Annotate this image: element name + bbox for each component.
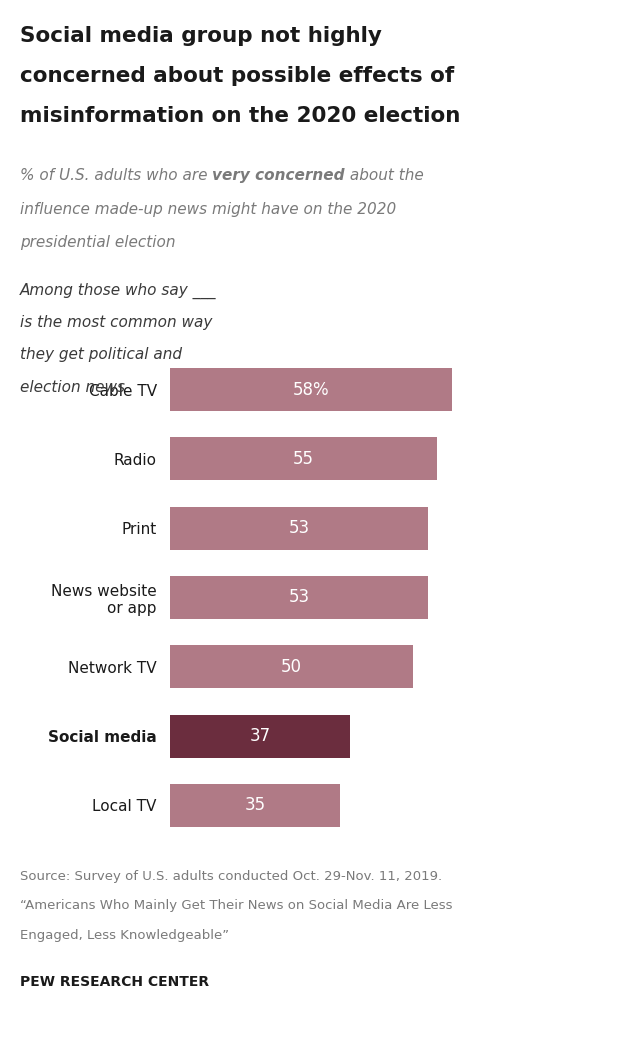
Bar [170, 368, 452, 411]
Bar [170, 783, 340, 826]
Text: misinformation on the 2020 election: misinformation on the 2020 election [20, 106, 461, 126]
Bar [170, 506, 428, 550]
Text: 53: 53 [288, 519, 309, 538]
Text: election news: election news [20, 380, 125, 394]
Bar [170, 437, 437, 480]
Text: PEW RESEARCH CENTER: PEW RESEARCH CENTER [20, 975, 209, 990]
Text: they get political and: they get political and [20, 347, 182, 362]
Text: 35: 35 [244, 796, 265, 815]
Text: 50: 50 [281, 658, 302, 676]
Bar [170, 714, 350, 757]
Text: Source: Survey of U.S. adults conducted Oct. 29-Nov. 11, 2019.: Source: Survey of U.S. adults conducted … [20, 870, 442, 883]
Bar [170, 645, 413, 688]
Text: Engaged, Less Knowledgeable”: Engaged, Less Knowledgeable” [20, 929, 229, 941]
Text: Social media group not highly: Social media group not highly [20, 26, 382, 46]
Text: 53: 53 [288, 589, 309, 607]
Text: 37: 37 [249, 727, 270, 745]
Text: 58%: 58% [293, 381, 329, 399]
Bar [170, 576, 428, 619]
Text: “Americans Who Mainly Get Their News on Social Media Are Less: “Americans Who Mainly Get Their News on … [20, 900, 453, 912]
Text: Among those who say ___: Among those who say ___ [20, 282, 216, 298]
Text: very concerned: very concerned [213, 168, 345, 183]
Text: is the most common way: is the most common way [20, 315, 213, 329]
Text: % of U.S. adults who are: % of U.S. adults who are [20, 168, 213, 183]
Text: presidential election: presidential election [20, 235, 175, 250]
Text: influence made-up news might have on the 2020: influence made-up news might have on the… [20, 202, 396, 217]
Text: concerned about possible effects of: concerned about possible effects of [20, 66, 454, 86]
Text: about the: about the [345, 168, 423, 183]
Text: 55: 55 [293, 450, 314, 468]
